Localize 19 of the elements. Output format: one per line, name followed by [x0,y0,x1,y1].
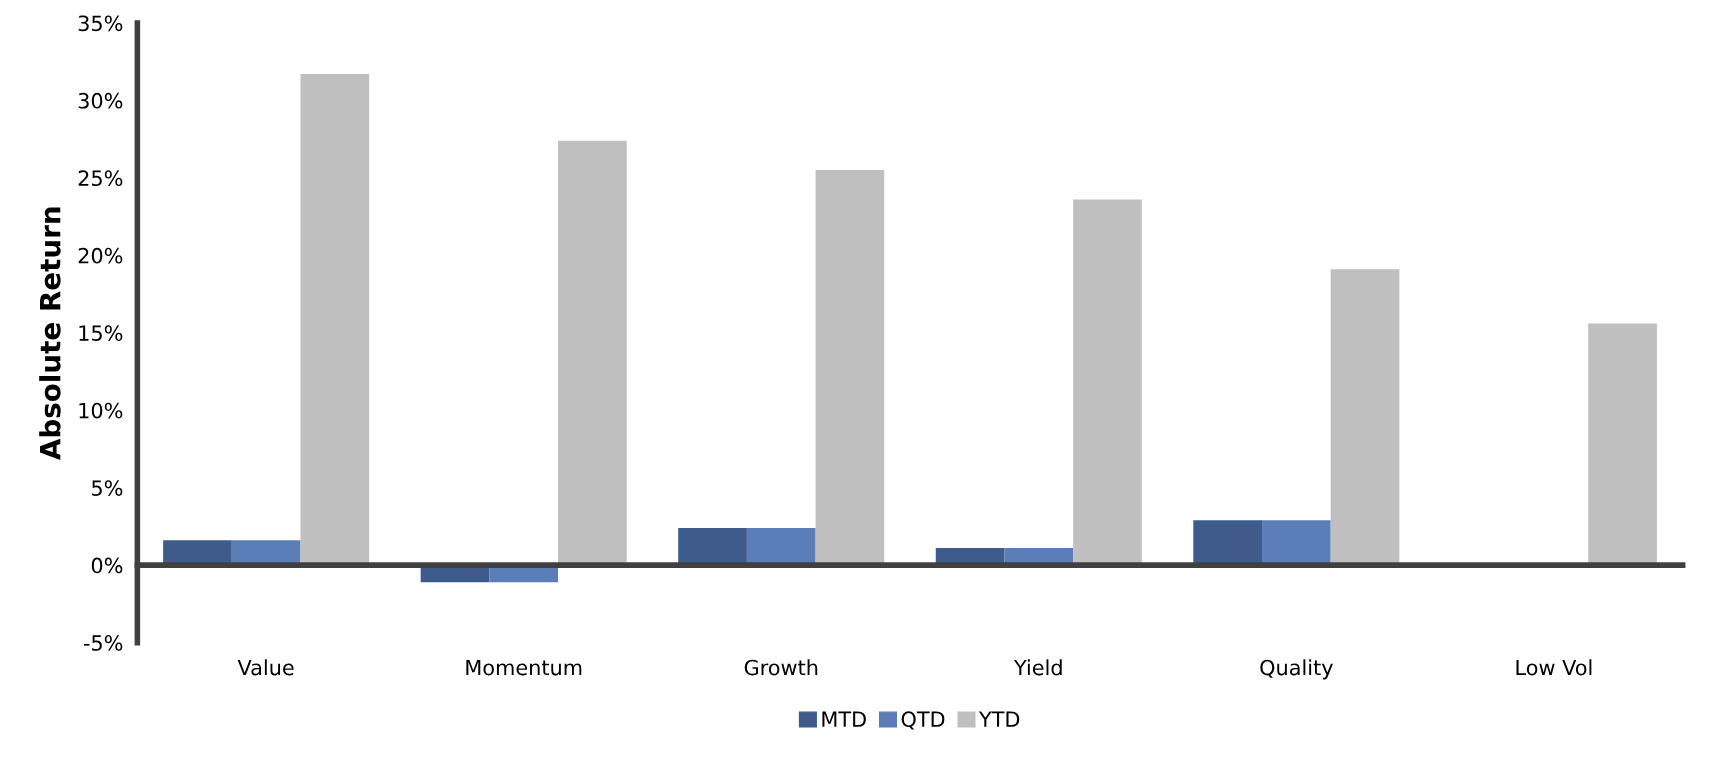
x-tick-label: Momentum [466,659,582,676]
y-tick-label: 20% [78,247,123,264]
x-tick-label: Quality [1260,659,1333,680]
y-tick-label: -5% [83,635,123,651]
y-tick-label: 15% [79,325,123,341]
x-tick-label: Value [237,659,294,676]
y-tick-label: 25% [78,170,123,187]
y-tick-label: 30% [78,92,123,109]
y-tick-label: 0% [91,557,123,574]
x-tick-label: Low Vol [1516,659,1592,676]
legend-label: QTD [901,711,945,730]
y-tick-label: 5% [92,480,123,496]
y-tick-label: 10% [79,402,123,419]
y-axis-title: Absolute Return [39,207,61,461]
x-tick-label: Growth [744,659,818,676]
legend-label: YTD [978,711,1020,727]
x-tick-label: Yield [1013,659,1062,676]
legend-label: MTD [822,711,866,727]
y-tick-label: 35% [78,15,123,32]
